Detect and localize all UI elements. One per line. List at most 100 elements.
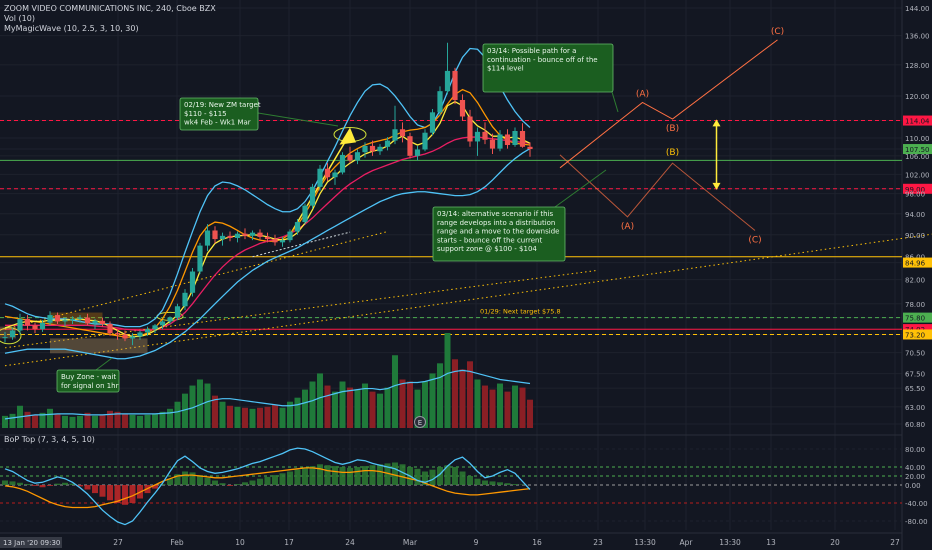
candle-body <box>437 91 443 113</box>
price-tick-label: 107.50 <box>905 146 930 154</box>
bop-histogram-bar <box>234 484 241 485</box>
chart-axes: 144.00 136.00 128.00 120.00 114.04 110.00 107.… <box>0 5 932 548</box>
projection-arrow-head <box>339 127 356 145</box>
volume-bar <box>362 383 368 428</box>
volume-bar <box>69 416 76 428</box>
candle-body <box>377 146 383 152</box>
candle-body <box>452 70 458 101</box>
candle-body <box>107 324 113 334</box>
volume-bar <box>512 385 518 428</box>
volume-bar <box>527 399 533 428</box>
volume-bar <box>122 413 128 428</box>
note-box <box>482 43 614 93</box>
candle-body <box>287 231 293 241</box>
range-arrow-bottom <box>712 182 721 190</box>
volume-bar <box>174 401 181 428</box>
time-cursor-label: 13 Jan '20 09:30 <box>3 539 60 547</box>
candle-body <box>309 186 316 206</box>
candle-body <box>69 318 76 321</box>
volume-bar <box>519 387 526 428</box>
candle-body <box>2 337 8 339</box>
candle-body <box>422 132 428 150</box>
bop-histogram-bar <box>152 485 158 489</box>
bop-histogram-bar <box>324 465 331 485</box>
time-tick-label: 13 <box>766 538 776 547</box>
bop-histogram-bar <box>444 465 451 485</box>
candle-body <box>137 332 143 337</box>
wave-label: (B) <box>666 124 679 134</box>
wave-label: (B) <box>666 148 679 158</box>
volume-bar <box>159 411 166 428</box>
wave-label: (A) <box>621 222 634 232</box>
candle-body <box>347 154 353 161</box>
time-tick-label: 16 <box>532 538 542 547</box>
price-tick-label: 70.50 <box>905 350 925 358</box>
volume-bar <box>489 389 496 428</box>
bop-histogram-bar <box>129 485 136 503</box>
price-tick-label: 120.00 <box>905 93 930 101</box>
series-line <box>4 148 531 360</box>
bop-histogram-bar <box>339 467 346 485</box>
price-label-tag <box>903 144 932 155</box>
candle-body <box>369 145 376 152</box>
candle-body <box>257 232 263 237</box>
volume-bar <box>302 389 308 428</box>
volume-bar <box>339 381 346 428</box>
note-text: $110 - $115 <box>184 110 227 118</box>
volume-bar <box>467 361 473 428</box>
note-text: continuation - bounce off of the <box>487 56 598 64</box>
bop-histogram-bar <box>347 467 353 485</box>
candle-body <box>114 333 121 335</box>
volume-average-line <box>4 369 531 420</box>
price-tick-label: 99.00 <box>905 186 925 194</box>
candle-body <box>399 129 406 137</box>
bop-panel <box>0 447 902 526</box>
volume-bar <box>317 373 323 428</box>
bop-histogram-bar <box>24 484 31 485</box>
bop-histogram-bar <box>92 485 98 494</box>
bop-histogram-bar <box>167 478 173 485</box>
target-label: 01/29: Next target $75.8 <box>480 308 561 316</box>
bop-histogram-bar <box>474 478 481 485</box>
volume-bar <box>62 415 68 428</box>
candle-body <box>9 330 16 338</box>
volume-bar <box>144 414 151 428</box>
bop-histogram-bar <box>384 463 391 485</box>
earnings-e-icon <box>414 416 426 428</box>
candle-body <box>444 70 451 92</box>
range-arrow-top <box>712 119 721 127</box>
bop-histogram-bar <box>279 473 286 485</box>
volume-bar <box>182 393 188 428</box>
price-candles[interactable] <box>2 42 533 346</box>
candle-body <box>489 139 496 149</box>
time-tick-label: 27 <box>113 538 123 547</box>
note-text: 02/19: New ZM target <box>184 101 261 109</box>
volume-bar <box>272 404 278 428</box>
volume-bar <box>264 406 271 428</box>
volume-bar <box>504 391 511 428</box>
bop-histogram-bar <box>489 481 496 485</box>
bop-histogram-bar <box>9 481 16 485</box>
candle-body <box>92 320 98 324</box>
note-pointer <box>611 91 619 113</box>
candle-body <box>362 145 368 153</box>
volume-bar <box>324 385 331 428</box>
note-box <box>56 369 120 393</box>
time-tick-label: 13:30 <box>719 538 741 547</box>
volume-bar <box>189 385 196 428</box>
bop-histogram-bar <box>497 482 503 485</box>
volume-bar <box>107 410 113 428</box>
candle-body <box>159 321 166 326</box>
note-text: wk4 Feb - Wk1 Mar <box>184 119 251 127</box>
candle-body <box>144 329 151 333</box>
bop-histogram-bar <box>302 467 308 485</box>
price-tick-label: 67.50 <box>905 371 925 379</box>
candle-body <box>272 239 278 243</box>
bop-histogram-bar <box>39 485 46 488</box>
bop-histogram-bar <box>257 478 263 485</box>
price-label-tag <box>903 329 932 340</box>
volume-bar <box>332 391 338 428</box>
candle-body <box>234 233 241 238</box>
